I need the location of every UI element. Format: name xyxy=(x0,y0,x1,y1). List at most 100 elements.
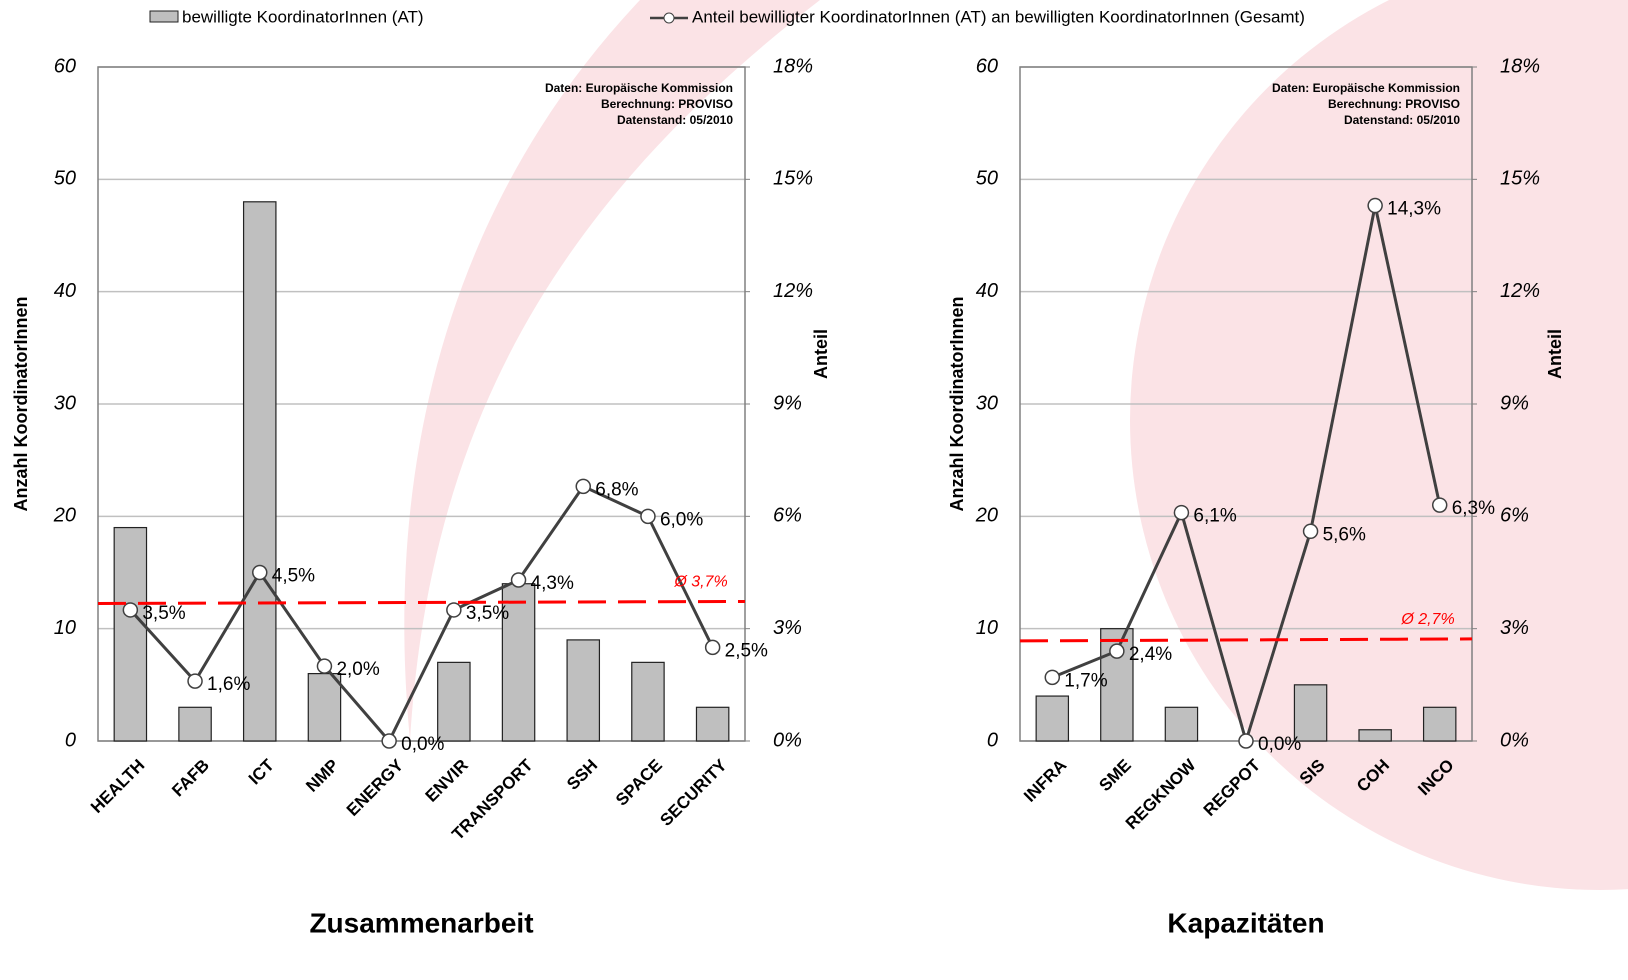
y2-tick-label: 15% xyxy=(773,168,813,190)
y-tick-label: 20 xyxy=(53,505,76,527)
data-label: 6,1% xyxy=(1193,506,1236,527)
y2-tick-label: 18% xyxy=(773,55,813,77)
y-tick-label: 0 xyxy=(65,729,76,751)
bar xyxy=(113,526,148,742)
line-marker xyxy=(446,602,462,618)
line xyxy=(129,484,714,744)
bar xyxy=(242,201,277,742)
line-marker xyxy=(1109,643,1125,659)
plot-frame xyxy=(97,66,746,742)
bar xyxy=(437,661,471,742)
line-marker xyxy=(1173,504,1190,521)
y2-tick-label: 9% xyxy=(773,392,802,414)
bar xyxy=(1035,695,1070,742)
y2-axis-title: Anteil xyxy=(1545,329,1565,379)
line-marker xyxy=(1238,733,1254,749)
y2-tick-label: 0% xyxy=(773,729,802,751)
average-line xyxy=(97,599,746,605)
average-label: Ø 3,7% xyxy=(673,574,727,591)
y-tick-label: 60 xyxy=(54,55,76,77)
chart-title: Zusammenarbeit xyxy=(309,907,533,938)
y2-tick-label: 15% xyxy=(1500,168,1540,190)
bar xyxy=(178,706,212,742)
bar xyxy=(1164,706,1199,742)
background-wedge xyxy=(404,0,820,740)
data-label: 1,6% xyxy=(207,674,250,695)
line-marker xyxy=(252,564,268,581)
y-tick-label: 0 xyxy=(987,729,998,751)
y-axis-title: Anzahl KoordinatorInnen xyxy=(11,297,31,512)
annotation: Berechnung: PROVISO xyxy=(601,97,733,111)
data-label: 4,5% xyxy=(272,566,315,587)
line-marker xyxy=(1367,197,1383,214)
y2-tick-label: 9% xyxy=(1500,392,1529,414)
legend-marker xyxy=(663,12,675,24)
y2-tick-label: 12% xyxy=(1500,280,1540,302)
data-label: 5,6% xyxy=(1323,524,1366,545)
bar xyxy=(1358,729,1392,742)
data-label: 6,8% xyxy=(595,479,638,500)
data-label: 4,3% xyxy=(531,573,574,594)
y-tick-label: 20 xyxy=(975,505,998,527)
y2-tick-label: 3% xyxy=(773,617,802,639)
data-label: 2,0% xyxy=(336,659,379,680)
line-marker xyxy=(1431,497,1448,513)
line-marker xyxy=(381,733,397,749)
y-tick-label: 50 xyxy=(54,168,76,190)
annotation: Datenstand: 05/2010 xyxy=(617,113,733,127)
average-line xyxy=(1019,637,1473,643)
data-label: 6,0% xyxy=(660,509,703,530)
line-marker xyxy=(122,602,139,618)
bar xyxy=(695,706,730,742)
line-marker xyxy=(704,639,721,656)
annotation: Daten: Europäische Kommission xyxy=(545,81,733,95)
annotation: Daten: Europäische Kommission xyxy=(1272,81,1460,95)
line-marker xyxy=(575,478,591,495)
data-label: 1,7% xyxy=(1064,670,1107,691)
y2-tick-label: 12% xyxy=(773,280,813,302)
y-tick-label: 10 xyxy=(976,617,998,639)
data-label: 3,5% xyxy=(142,603,185,624)
y-tick-label: 40 xyxy=(976,280,998,302)
legend-label: bewilligte KoordinatorInnen (AT) xyxy=(182,7,424,26)
legend-label: Anteil bewilligter KoordinatorInnen (AT)… xyxy=(692,7,1305,26)
line-marker xyxy=(187,673,203,689)
y-tick-label: 30 xyxy=(54,392,76,414)
data-label: 2,4% xyxy=(1129,644,1172,665)
y-tick-label: 30 xyxy=(976,392,998,414)
y-tick-label: 60 xyxy=(976,55,998,77)
bar xyxy=(1422,706,1457,742)
data-label: 3,5% xyxy=(466,603,509,624)
bar xyxy=(631,661,665,742)
legend-swatch xyxy=(149,10,179,23)
data-label: 0,0% xyxy=(401,734,444,755)
average-label: Ø 2,7% xyxy=(1400,611,1454,628)
y2-tick-label: 6% xyxy=(1500,505,1529,527)
bar xyxy=(1293,684,1328,742)
line-marker xyxy=(1302,523,1319,540)
data-label: 14,3% xyxy=(1387,199,1441,220)
line-marker xyxy=(640,508,656,525)
background-circle xyxy=(1130,0,1628,890)
y-tick-label: 50 xyxy=(976,168,998,190)
annotation: Datenstand: 05/2010 xyxy=(1344,113,1460,127)
line-marker xyxy=(316,658,333,674)
data-label: 6,3% xyxy=(1452,498,1495,519)
line-marker xyxy=(1044,669,1061,686)
y-tick-label: 40 xyxy=(54,280,76,302)
y2-axis-title: Anteil xyxy=(811,329,831,379)
y2-tick-label: 0% xyxy=(1500,729,1529,751)
y-tick-label: 10 xyxy=(54,617,76,639)
y2-tick-label: 3% xyxy=(1500,617,1529,639)
y-axis-title: Anzahl KoordinatorInnen xyxy=(947,297,967,512)
y2-tick-label: 18% xyxy=(1500,55,1540,77)
chart-title: Kapazitäten xyxy=(1167,907,1324,938)
annotation: Berechnung: PROVISO xyxy=(1328,97,1460,111)
bar xyxy=(566,639,601,742)
y2-tick-label: 6% xyxy=(773,505,802,527)
data-label: 0,0% xyxy=(1258,734,1301,755)
line-marker xyxy=(510,572,527,588)
bar xyxy=(501,583,536,742)
bar xyxy=(307,672,342,742)
